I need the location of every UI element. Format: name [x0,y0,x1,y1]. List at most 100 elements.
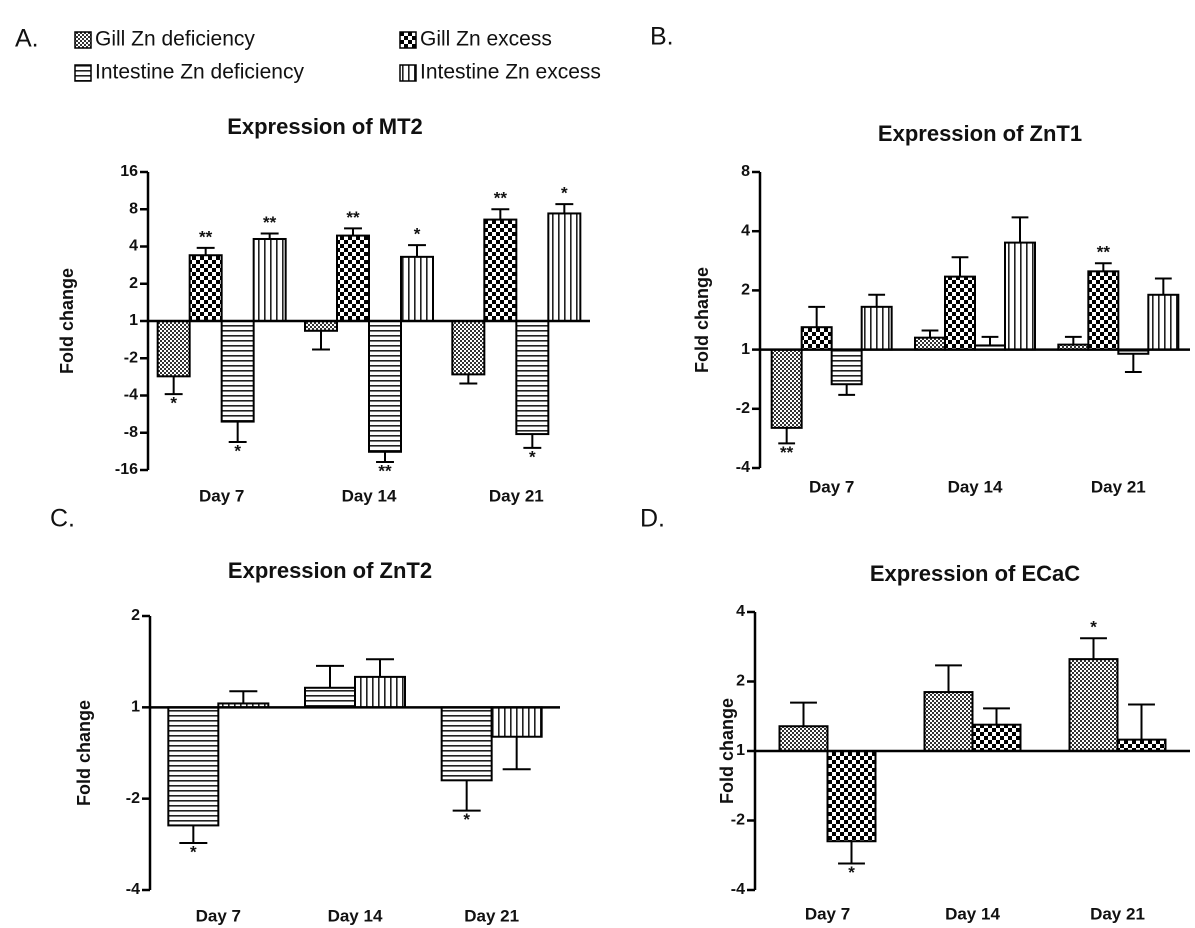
bar [778,725,829,752]
bar [515,320,550,436]
error-bar [935,664,962,693]
legend-label: Gill Zn excess [420,28,552,51]
bar [944,275,976,351]
y-tick-label: 1 [131,699,140,716]
significance: * [414,225,421,244]
y-tick-label: -4 [731,881,745,898]
y-axis-label: Fold change [692,267,712,373]
y-tick-label: 4 [736,603,745,620]
bar [547,212,582,322]
bar [971,723,1022,752]
error-bar [778,427,796,445]
x-tick-label: Day 14 [945,904,1000,923]
error-bar [164,376,183,396]
error-bar [868,293,886,307]
y-axis-label: Fold change [57,268,77,374]
y-tick-label: 1 [129,312,138,329]
bar [860,305,893,351]
error-bar [376,451,394,464]
y-tick-label: 1 [741,341,750,358]
error-bar [838,841,865,865]
x-tick-label: Day 21 [1090,904,1145,923]
bar [490,706,543,738]
y-tick-label: -2 [736,400,750,417]
error-bar [408,244,426,257]
significance: * [170,394,177,413]
legend-swatch [399,31,417,49]
chart-title: Expression of ZnT2 [228,558,432,583]
error-bar [491,208,510,220]
significance: ** [1097,243,1111,262]
error-bar [459,374,478,385]
significance: * [463,810,470,829]
bar [400,255,434,322]
error-bar [228,421,247,443]
x-tick-label: Day 7 [199,486,244,505]
error-bar [981,335,999,346]
y-tick-label: 2 [129,275,138,292]
significance: ** [378,462,392,481]
panel-label: B. [650,23,674,51]
y-tick-label: -4 [124,387,138,404]
bar [914,336,946,351]
bar [440,706,493,782]
y-tick-label: -2 [124,349,138,366]
error-bar [316,664,344,688]
legend-label: Intestine Zn excess [420,61,601,84]
significance: * [234,441,241,460]
error-bar [1124,353,1142,374]
error-bar [366,658,394,677]
error-bar [1080,637,1107,660]
error-bar [555,203,574,214]
chart-title: Expression of ECaC [870,561,1080,586]
bar [1004,241,1036,351]
bar [451,320,486,376]
error-bar [921,329,939,338]
y-tick-label: 8 [129,200,138,217]
panel-label: D. [640,505,665,533]
y-tick-label: -8 [124,424,138,441]
y-tick-label: 1 [736,742,745,759]
y-tick-label: 2 [736,673,745,690]
error-bar [1128,703,1155,740]
y-tick-label: 8 [741,163,750,180]
y-axis-label: Fold change [74,700,94,806]
y-tick-label: -4 [126,881,140,898]
y-tick-label: 16 [120,163,138,180]
significance: * [190,842,197,861]
bar [826,750,877,843]
error-bar [951,256,969,277]
legend-label: Gill Zn deficiency [95,28,255,51]
error-bar [196,246,215,256]
bar [336,234,370,323]
significance: * [1090,618,1097,637]
x-tick-label: Day 21 [1091,477,1146,496]
bar [1147,293,1180,351]
x-tick-label: Day 21 [464,906,519,925]
y-tick-label: 4 [129,238,138,255]
legend-swatch [74,31,92,49]
y-tick-label: -4 [736,459,750,476]
bar [354,675,406,709]
error-bar [229,690,258,704]
y-tick-label: -2 [126,790,140,807]
y-axis-label: Fold change [717,698,737,804]
error-bar [179,825,208,845]
error-bar [502,736,531,771]
x-tick-label: Day 7 [805,904,850,923]
error-bar [1011,216,1029,243]
panel-label: C. [50,505,75,533]
error-bar [1154,277,1172,295]
x-tick-label: Day 14 [342,486,397,505]
x-tick-label: Day 21 [489,486,544,505]
bar [830,348,863,386]
y-tick-label: 2 [741,282,750,299]
significance: ** [263,213,277,232]
bar [368,320,402,453]
bar [220,320,255,423]
x-tick-label: Day 14 [948,477,1003,496]
x-tick-label: Day 7 [809,477,854,496]
bar [1087,270,1120,351]
error-bar [452,780,481,812]
